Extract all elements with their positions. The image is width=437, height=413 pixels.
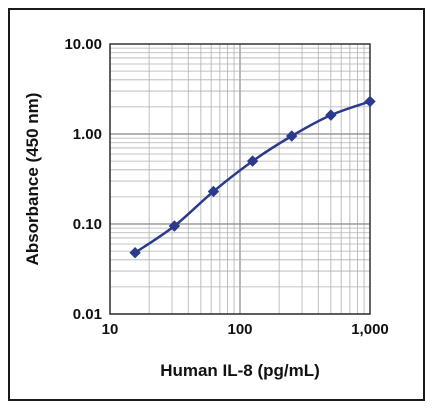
data-point (168, 220, 181, 232)
series-path (134, 100, 371, 254)
data-point (286, 130, 298, 142)
x-tick-label: 100 (227, 321, 252, 338)
series-line (129, 95, 376, 259)
plot-area (109, 43, 371, 315)
x-tick-label: 1,000 (351, 321, 389, 338)
x-axis-title: Human IL-8 (pg/mL) (160, 361, 320, 380)
y-tick-label: 0.01 (73, 306, 102, 323)
y-axis-title: Absorbance (450 nm) (23, 93, 42, 266)
tick-labels: 10 100 1,000 0.01 0.10 1.00 10.00 (64, 36, 388, 338)
grid (109, 44, 370, 315)
data-point (129, 246, 141, 259)
data-point (364, 95, 376, 108)
y-tick-label: 0.10 (73, 216, 102, 233)
chart-frame (8, 8, 425, 401)
data-point (246, 155, 259, 167)
y-tick-label: 10.00 (64, 36, 102, 53)
y-tick-label: 1.00 (73, 126, 102, 143)
data-point (325, 109, 337, 121)
x-tick-label: 10 (102, 321, 119, 338)
data-point (207, 185, 220, 198)
